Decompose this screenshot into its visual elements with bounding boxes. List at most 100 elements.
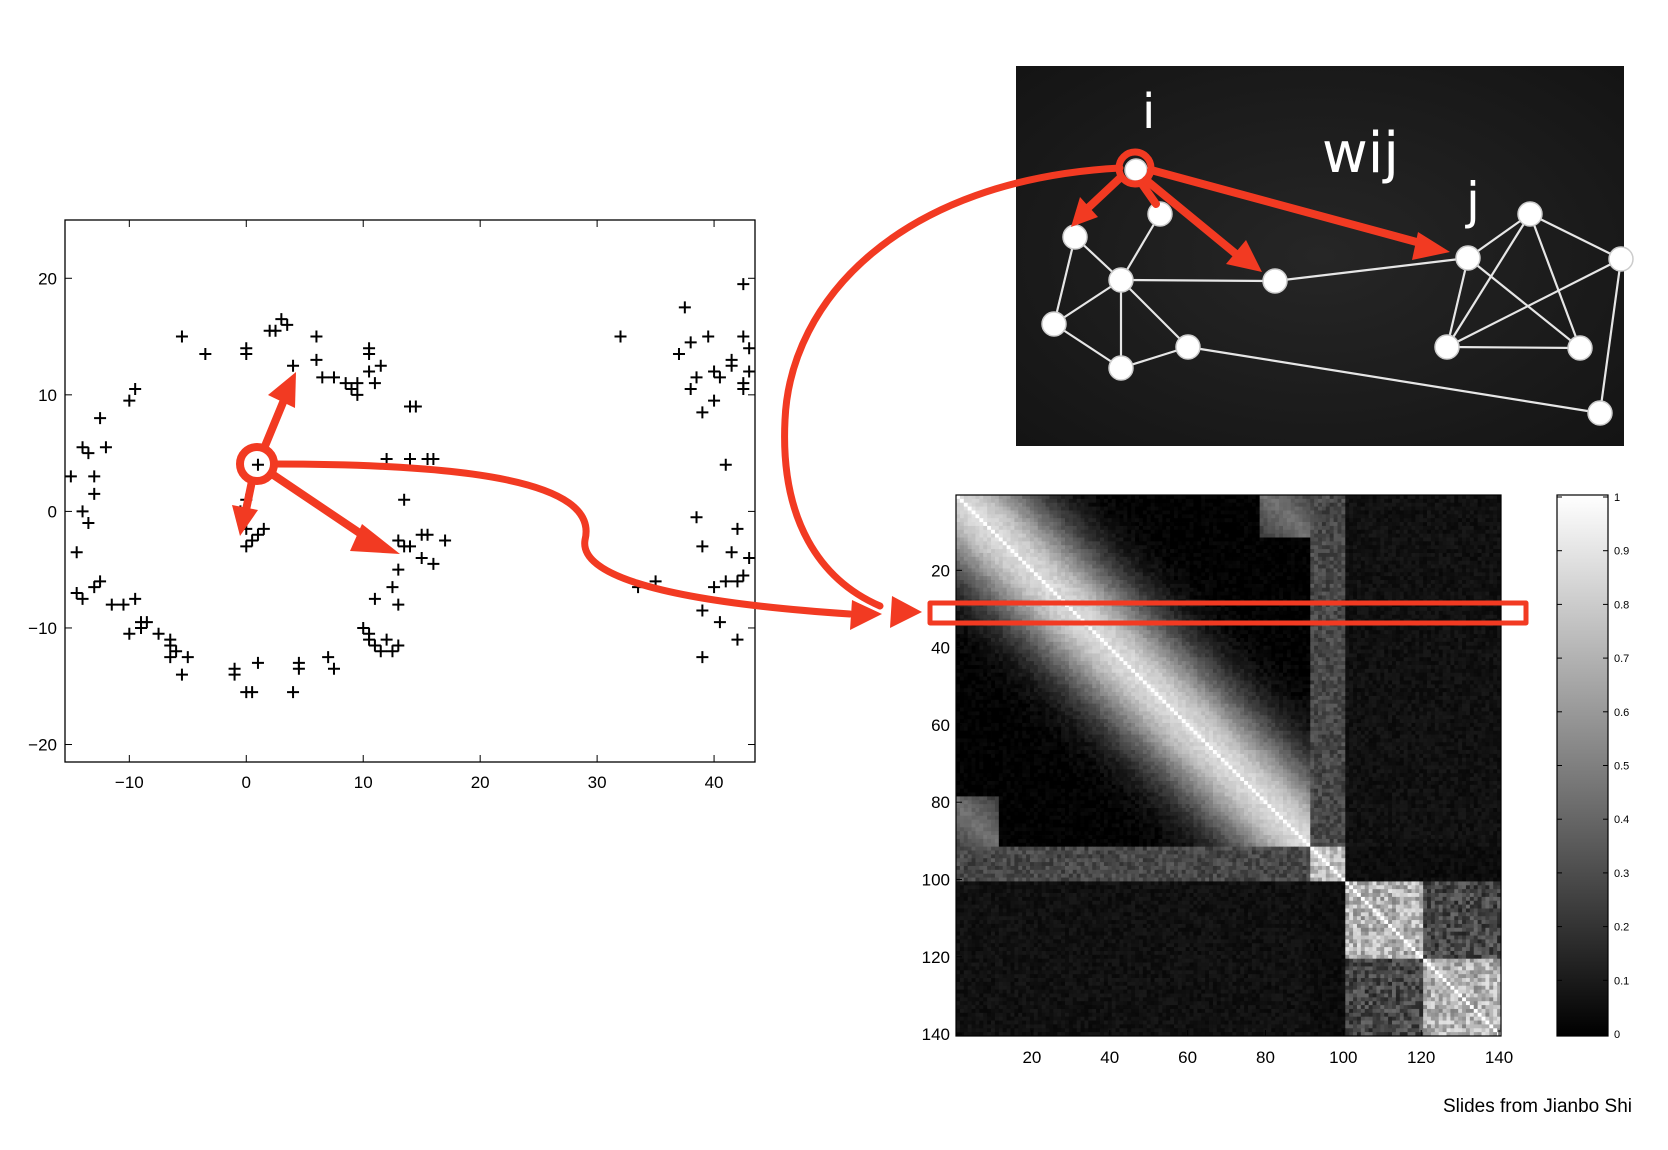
- matrix-cell: [1454, 514, 1458, 518]
- matrix-cell: [1248, 592, 1252, 596]
- matrix-cell: [1361, 572, 1365, 576]
- matrix-cell: [1088, 545, 1092, 549]
- matrix-cell: [964, 518, 968, 522]
- matrix-cell: [1069, 565, 1073, 569]
- matrix-cell: [1151, 607, 1155, 611]
- matrix-cell: [1014, 510, 1018, 514]
- matrix-cell: [1034, 518, 1038, 522]
- matrix-cell: [1174, 522, 1178, 526]
- matrix-cell: [1482, 561, 1486, 565]
- matrix-cell: [1271, 553, 1275, 557]
- matrix-cell: [1116, 588, 1120, 592]
- matrix-cell: [1283, 615, 1287, 619]
- matrix-cell: [1046, 538, 1050, 542]
- matrix-cell: [1275, 568, 1279, 572]
- matrix-cell: [1096, 518, 1100, 522]
- matrix-cell: [1236, 526, 1240, 530]
- matrix-cell: [956, 503, 960, 507]
- matrix-cell: [1338, 545, 1342, 549]
- matrix-cell: [956, 530, 960, 534]
- matrix-cell: [1357, 568, 1361, 572]
- matrix-cell: [1400, 588, 1404, 592]
- matrix-cell: [1042, 568, 1046, 572]
- matrix-cell: [1217, 611, 1221, 615]
- matrix-cell: [1267, 495, 1271, 499]
- matrix-cell: [1439, 534, 1443, 538]
- matrix-cell: [1493, 588, 1497, 592]
- matrix-cell: [1225, 561, 1229, 565]
- matrix-cell: [1034, 561, 1038, 565]
- matrix-cell: [1162, 561, 1166, 565]
- matrix-cell: [1100, 507, 1104, 511]
- matrix-cell: [1299, 561, 1303, 565]
- matrix-cell: [1018, 588, 1022, 592]
- matrix-cell: [1248, 518, 1252, 522]
- matrix-cell: [1341, 611, 1345, 615]
- matrix-cell: [1341, 499, 1345, 503]
- matrix-cell: [1166, 518, 1170, 522]
- matrix-cell: [1361, 565, 1365, 569]
- matrix-cell: [995, 572, 999, 576]
- matrix-cell: [1334, 615, 1338, 619]
- matrix-cell: [1369, 553, 1373, 557]
- matrix-cell: [1042, 607, 1046, 611]
- matrix-cell: [1482, 526, 1486, 530]
- matrix-cell: [1116, 503, 1120, 507]
- matrix-cell: [1123, 607, 1127, 611]
- matrix-cell: [1439, 541, 1443, 545]
- matrix-cell: [1182, 522, 1186, 526]
- matrix-cell: [1088, 530, 1092, 534]
- matrix-cell: [1408, 576, 1412, 580]
- matrix-cell: [1485, 588, 1489, 592]
- matrix-cell: [1306, 557, 1310, 561]
- matrix-cell: [1143, 595, 1147, 599]
- matrix-cell: [968, 572, 972, 576]
- matrix-cell: [1310, 538, 1314, 542]
- matrix-cell: [1232, 522, 1236, 526]
- matrix-cell: [987, 580, 991, 584]
- matrix-cell: [1170, 607, 1174, 611]
- matrix-cell: [968, 588, 972, 592]
- matrix-cell: [1240, 545, 1244, 549]
- matrix-cell: [1318, 530, 1322, 534]
- matrix-cell: [1415, 611, 1419, 615]
- matrix-cell: [1030, 526, 1034, 530]
- matrix-cell: [1197, 580, 1201, 584]
- matrix-cell: [1408, 549, 1412, 553]
- matrix-cell: [1022, 522, 1026, 526]
- matrix-cell: [1030, 592, 1034, 596]
- matrix-cell: [1454, 545, 1458, 549]
- matrix-cell: [1256, 538, 1260, 542]
- matrix-cell: [1030, 530, 1034, 534]
- matrix-cell: [1073, 503, 1077, 507]
- matrix-cell: [1478, 507, 1482, 511]
- matrix-cell: [1162, 611, 1166, 615]
- matrix-cell: [1232, 507, 1236, 511]
- matrix-cell: [1011, 557, 1015, 561]
- matrix-cell: [1135, 611, 1139, 615]
- matrix-cell: [1411, 507, 1415, 511]
- matrix-cell: [1166, 565, 1170, 569]
- matrix-cell: [1049, 580, 1053, 584]
- matrix-cell: [1376, 530, 1380, 534]
- matrix-cell: [1057, 557, 1061, 561]
- matrix-cell: [1229, 518, 1233, 522]
- matrix-cell: [1057, 561, 1061, 565]
- matrix-cell: [1221, 595, 1225, 599]
- matrix-cell: [1053, 503, 1057, 507]
- matrix-cell: [1287, 541, 1291, 545]
- matrix-cell: [1229, 530, 1233, 534]
- matrix-cell: [1073, 545, 1077, 549]
- matrix-cell: [1135, 503, 1139, 507]
- matrix-cell: [1065, 499, 1069, 503]
- matrix-cell: [1443, 584, 1447, 588]
- matrix-cell: [1380, 545, 1384, 549]
- matrix-cell: [1108, 561, 1112, 565]
- matrix-cell: [1314, 518, 1318, 522]
- matrix-cell: [1007, 595, 1011, 599]
- matrix-cell: [1197, 572, 1201, 576]
- matrix-cell: [1291, 557, 1295, 561]
- matrix-cell: [1482, 584, 1486, 588]
- matrix-cell: [1018, 507, 1022, 511]
- matrix-cell: [1396, 572, 1400, 576]
